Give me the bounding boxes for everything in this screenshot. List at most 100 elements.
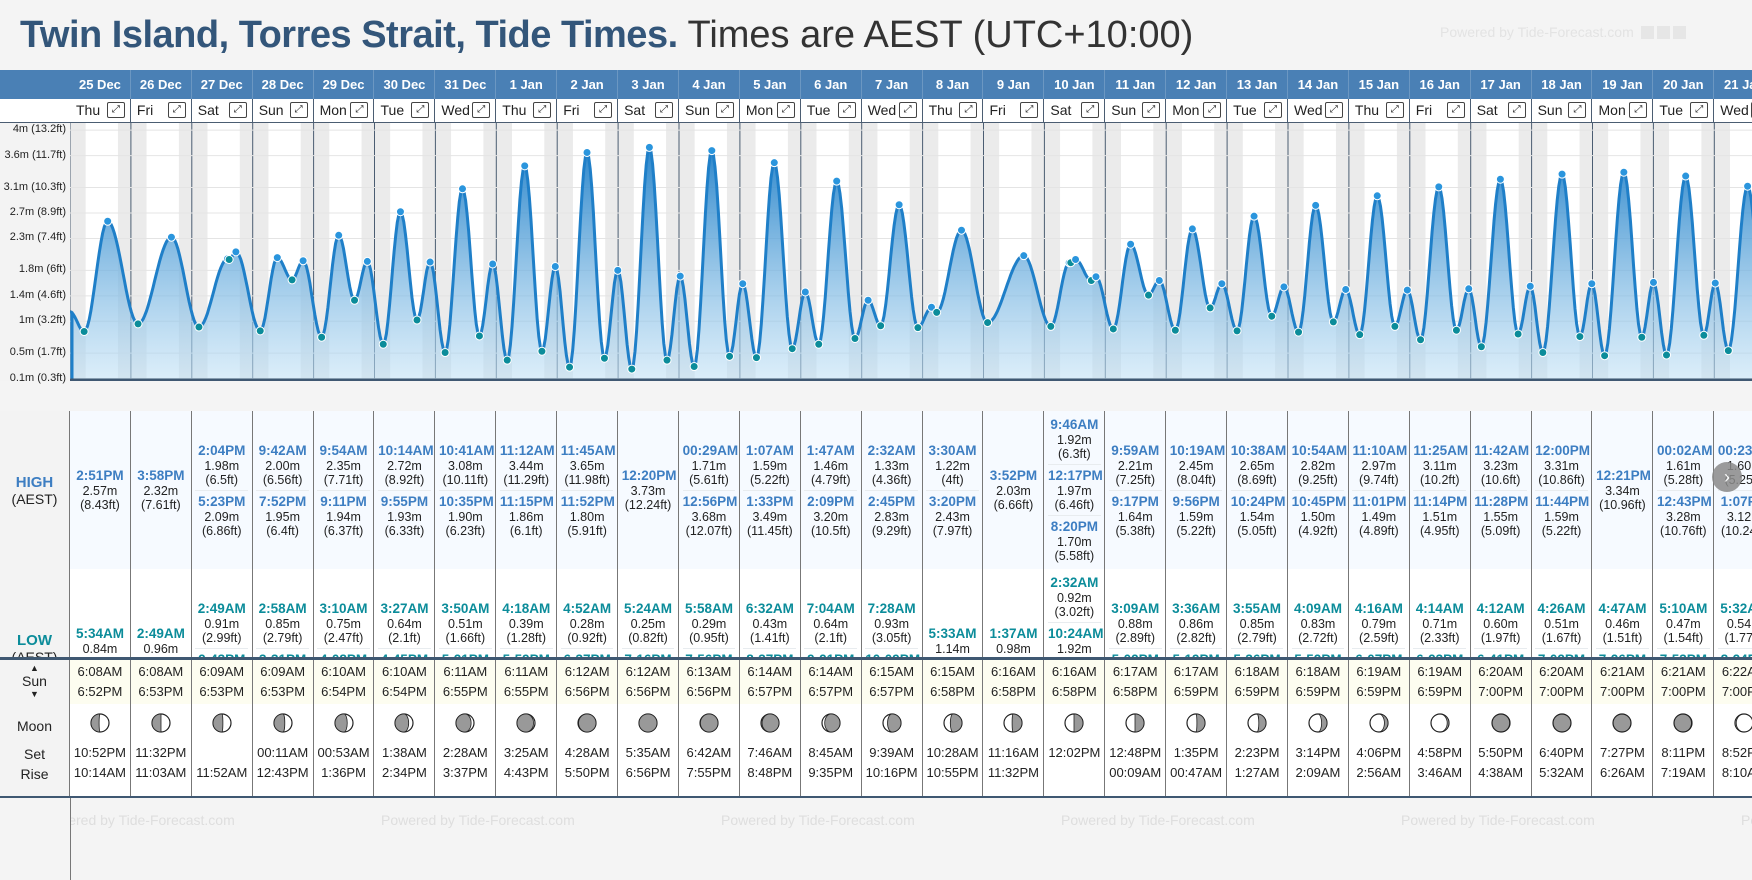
high-tide-point[interactable] [1619,167,1629,177]
expand-day-icon[interactable]: ⤢ [1507,102,1526,118]
expand-day-icon[interactable]: ⤢ [1568,102,1587,118]
high-tide-point[interactable] [1525,281,1535,291]
high-tide-point[interactable] [103,216,113,226]
low-tide-point[interactable] [725,351,735,361]
expand-day-icon[interactable]: ⤢ [898,102,917,118]
low-tide-point[interactable] [814,339,824,349]
high-tide-point[interactable] [458,184,468,194]
expand-day-icon[interactable]: ⤢ [1203,102,1222,118]
expand-day-icon[interactable]: ⤢ [106,102,125,118]
low-tide-point[interactable] [287,275,297,285]
expand-day-icon[interactable]: ⤢ [1446,102,1465,118]
high-tide-point[interactable] [1217,279,1227,289]
high-tide-point[interactable] [769,158,779,168]
high-tide-point[interactable] [1681,171,1691,181]
low-tide-point[interactable] [1390,321,1400,331]
low-tide-point[interactable] [1144,290,1154,300]
powered-by-footer[interactable]: Powered by Tide-Forecast.com [1741,812,1752,828]
low-tide-point[interactable] [1046,321,1056,331]
high-tide-point[interactable] [1648,277,1658,287]
high-tide-point[interactable] [832,176,842,186]
high-tide-point[interactable] [1249,211,1259,221]
high-tide-point[interactable] [956,225,966,235]
low-tide-point[interactable] [133,319,143,329]
expand-day-icon[interactable]: ⤢ [228,102,247,118]
low-tide-point[interactable] [350,295,360,305]
high-tide-point[interactable] [613,265,623,275]
low-tide-point[interactable] [1205,303,1215,313]
low-tide-point[interactable] [1723,346,1733,356]
low-tide-point[interactable] [79,326,89,336]
low-tide-point[interactable] [913,323,923,333]
scroll-next-button[interactable]: › [1712,462,1742,492]
low-tide-point[interactable] [689,362,699,372]
high-tide-point[interactable] [395,207,405,217]
expand-day-icon[interactable]: ⤢ [1020,102,1039,118]
powered-by-top[interactable]: Powered by Tide-Forecast.com [1440,24,1686,40]
high-tide-point[interactable] [738,279,748,289]
high-tide-point[interactable] [1091,272,1101,282]
low-tide-point[interactable] [1328,317,1338,327]
high-tide-point[interactable] [675,271,685,281]
high-tide-point[interactable] [298,256,308,266]
low-tide-point[interactable] [1294,327,1304,337]
expand-day-icon[interactable]: ⤢ [289,102,308,118]
low-tide-point[interactable] [537,346,547,356]
low-tide-point[interactable] [1538,348,1548,358]
low-tide-point[interactable] [599,353,609,363]
low-tide-point[interactable] [1513,329,1523,339]
high-tide-point[interactable] [1743,181,1752,191]
low-tide-point[interactable] [876,321,886,331]
powered-by-footer[interactable]: Powered by Tide-Forecast.com [381,812,575,828]
expand-day-icon[interactable]: ⤢ [167,102,186,118]
low-tide-point[interactable] [565,362,575,372]
high-tide-point[interactable] [1434,182,1444,192]
high-tide-point[interactable] [488,259,498,269]
high-tide-point[interactable] [1710,278,1720,288]
low-tide-point[interactable] [1575,332,1585,342]
high-tide-point[interactable] [1311,200,1321,210]
high-tide-point[interactable] [1587,279,1597,289]
powered-by-footer[interactable]: Powered by Tide-Forecast.com [1061,812,1255,828]
low-tide-point[interactable] [1699,330,1709,340]
expand-day-icon[interactable]: ⤢ [1324,102,1343,118]
low-tide-point[interactable] [317,332,327,342]
high-tide-point[interactable] [1557,169,1567,179]
expand-day-icon[interactable]: ⤢ [837,102,856,118]
expand-day-icon[interactable]: ⤢ [472,102,491,118]
expand-day-icon[interactable]: ⤢ [1690,102,1709,118]
low-tide-point[interactable] [378,339,388,349]
high-tide-point[interactable] [1372,191,1382,201]
high-tide-point[interactable] [582,147,592,157]
expand-day-icon[interactable]: ⤢ [1142,102,1161,118]
low-tide-point[interactable] [1232,326,1242,336]
expand-day-icon[interactable]: ⤢ [654,102,673,118]
expand-day-icon[interactable]: ⤢ [715,102,734,118]
low-tide-point[interactable] [787,344,797,354]
low-tide-point[interactable] [1476,342,1486,352]
low-tide-point[interactable] [1170,325,1180,335]
low-tide-point[interactable] [751,353,761,363]
low-tide-point[interactable] [662,355,672,365]
high-tide-point[interactable] [334,230,344,240]
low-tide-point[interactable] [502,355,512,365]
high-tide-point[interactable] [1464,284,1474,294]
low-tide-point[interactable] [474,331,484,341]
high-tide-point[interactable] [1126,239,1136,249]
low-tide-point[interactable] [194,322,204,332]
low-tide-point[interactable] [1637,332,1647,342]
low-tide-point[interactable] [932,307,942,317]
high-tide-point[interactable] [550,262,560,272]
high-tide-point[interactable] [1341,284,1351,294]
low-tide-point[interactable] [1416,335,1426,345]
expand-day-icon[interactable]: ⤢ [959,102,978,118]
high-tide-point[interactable] [362,256,372,266]
low-tide-point[interactable] [255,326,265,336]
high-tide-point[interactable] [1154,276,1164,286]
high-tide-point[interactable] [1071,255,1081,265]
high-tide-point[interactable] [425,257,435,267]
high-tide-point[interactable] [863,295,873,305]
powered-by-footer[interactable]: Powered by Tide-Forecast.com [1401,812,1595,828]
powered-by-footer[interactable]: Powered by Tide-Forecast.com [721,812,915,828]
high-tide-point[interactable] [520,161,530,171]
